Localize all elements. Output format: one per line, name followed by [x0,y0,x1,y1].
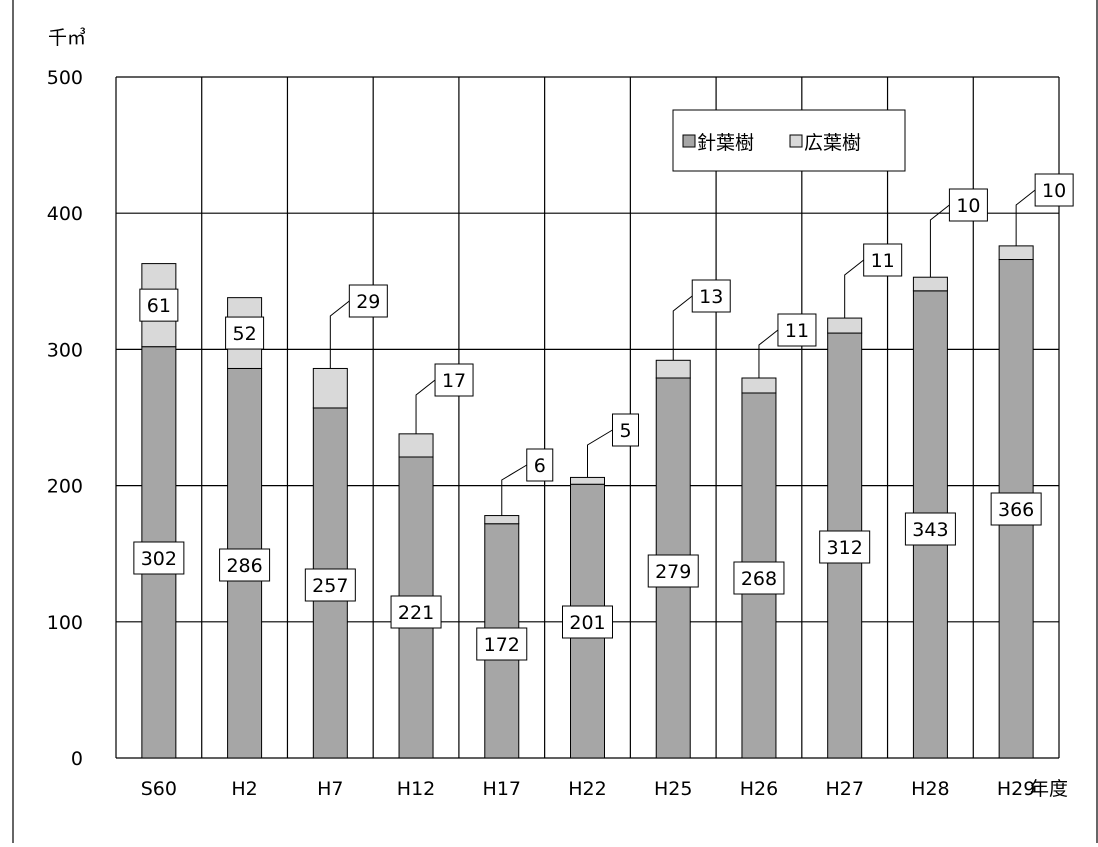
data-label-box-conifer [904,512,956,546]
leader-line [415,379,436,434]
data-label-broadleaf: 61 [147,295,171,317]
leader-line [929,204,950,278]
x-tick-label: H29 [997,778,1035,800]
y-axis-ticks: 0 100 200 300 400 500 [47,67,83,770]
x-tick-label: H28 [911,778,949,800]
y-tick-label: 400 [47,203,83,225]
data-label-conifer: 268 [741,568,777,590]
x-tick-label: S60 [141,778,177,800]
data-label-conifer: 343 [912,519,948,541]
data-label-box-broadleaf [863,243,903,277]
data-label-box-broadleaf [348,284,388,318]
data-label-conifer: 257 [312,575,348,597]
data-label-box-conifer [219,548,271,582]
data-label-conifer: 286 [226,555,262,577]
x-axis-title: 年度 [1030,778,1068,800]
data-label-box-conifer [390,595,442,629]
data-label-conifer: 221 [398,602,434,624]
x-tick-label: H22 [568,778,606,800]
data-label-conifer: 366 [998,499,1034,521]
data-label-broadleaf: 10 [956,195,980,217]
bar-broadleaf [398,433,434,458]
data-label-broadleaf: 6 [534,455,546,477]
data-labels: 302 61 286 52 257 29 221 17 172 6 201 5 279 13 268 11 31… [133,173,1074,661]
data-label-conifer: 279 [655,561,691,583]
legend-label-conifer: 針葉樹 [697,132,754,154]
x-tick-label: H2 [231,778,257,800]
bars-layer [141,245,1034,759]
bar-broadleaf [912,276,948,292]
data-label-broadleaf: 5 [619,420,631,442]
leader-line [672,295,693,361]
data-label-broadleaf: 11 [785,320,809,342]
y-tick-label: 300 [47,339,83,361]
data-label-box-broadleaf [948,188,988,222]
y-axis-unit-label: 千㎥ [48,27,86,49]
leader-line [329,300,350,369]
data-label-broadleaf: 52 [232,323,256,345]
data-label-broadleaf: 10 [1042,180,1066,202]
y-tick-label: 0 [71,748,83,770]
data-label-box-broadleaf [526,448,554,482]
data-label-box-broadleaf [434,363,474,397]
leader-line [501,464,528,516]
leader-line [1015,189,1036,246]
legend-swatch-conifer [682,134,696,148]
x-tick-label: H12 [397,778,435,800]
data-label-broadleaf: 11 [871,250,895,272]
data-label-conifer: 302 [141,548,177,570]
legend: 針葉樹 広葉樹 [672,109,906,172]
data-label-box-conifer [476,627,528,661]
x-tick-label: H17 [483,778,521,800]
data-label-box-conifer [304,568,356,602]
leader-line [587,429,613,478]
x-axis-ticks: S60 H2 H7 H12 H17 H22 H25 H26 H27 H28 H29 [141,778,1036,800]
bar-broadleaf [827,317,863,334]
x-tick-label: H7 [317,778,343,800]
data-label-broadleaf: 17 [442,370,466,392]
data-label-box-broadleaf [1034,173,1074,207]
data-label-box-conifer [647,554,699,588]
x-tick-label: H27 [825,778,863,800]
data-label-box-conifer [733,561,785,595]
legend-box [672,109,906,172]
data-label-conifer: 201 [569,612,605,634]
data-label-box-conifer [819,530,871,564]
bar-broadleaf [998,245,1034,261]
leader-lines [329,189,1036,516]
data-label-box-conifer [562,605,613,639]
bar-broadleaf [484,515,520,525]
y-tick-label: 200 [47,476,83,498]
bar-broadleaf [741,377,777,394]
bar-broadleaf [570,476,605,485]
legend-label-broadleaf: 広葉樹 [804,132,861,154]
y-tick-label: 500 [47,67,83,89]
data-label-box-broadleaf [225,316,265,350]
x-tick-label: H26 [740,778,778,800]
data-label-broadleaf: 29 [356,291,380,313]
data-label-conifer: 172 [484,634,520,656]
x-tick-label: H25 [654,778,692,800]
data-label-box-broadleaf [612,413,639,447]
bar-broadleaf [655,359,691,379]
legend-swatch-broadleaf [789,134,803,148]
bar-broadleaf [312,367,348,409]
data-label-box-broadleaf [691,279,731,313]
data-label-box-broadleaf [777,313,817,347]
y-tick-label: 100 [47,612,83,634]
data-label-box-conifer [990,492,1042,526]
data-label-box-conifer [133,541,185,575]
leader-line [844,259,864,319]
data-label-conifer: 312 [827,537,863,559]
leader-line [758,329,779,379]
data-label-box-broadleaf [139,288,179,322]
data-label-broadleaf: 13 [699,286,723,308]
